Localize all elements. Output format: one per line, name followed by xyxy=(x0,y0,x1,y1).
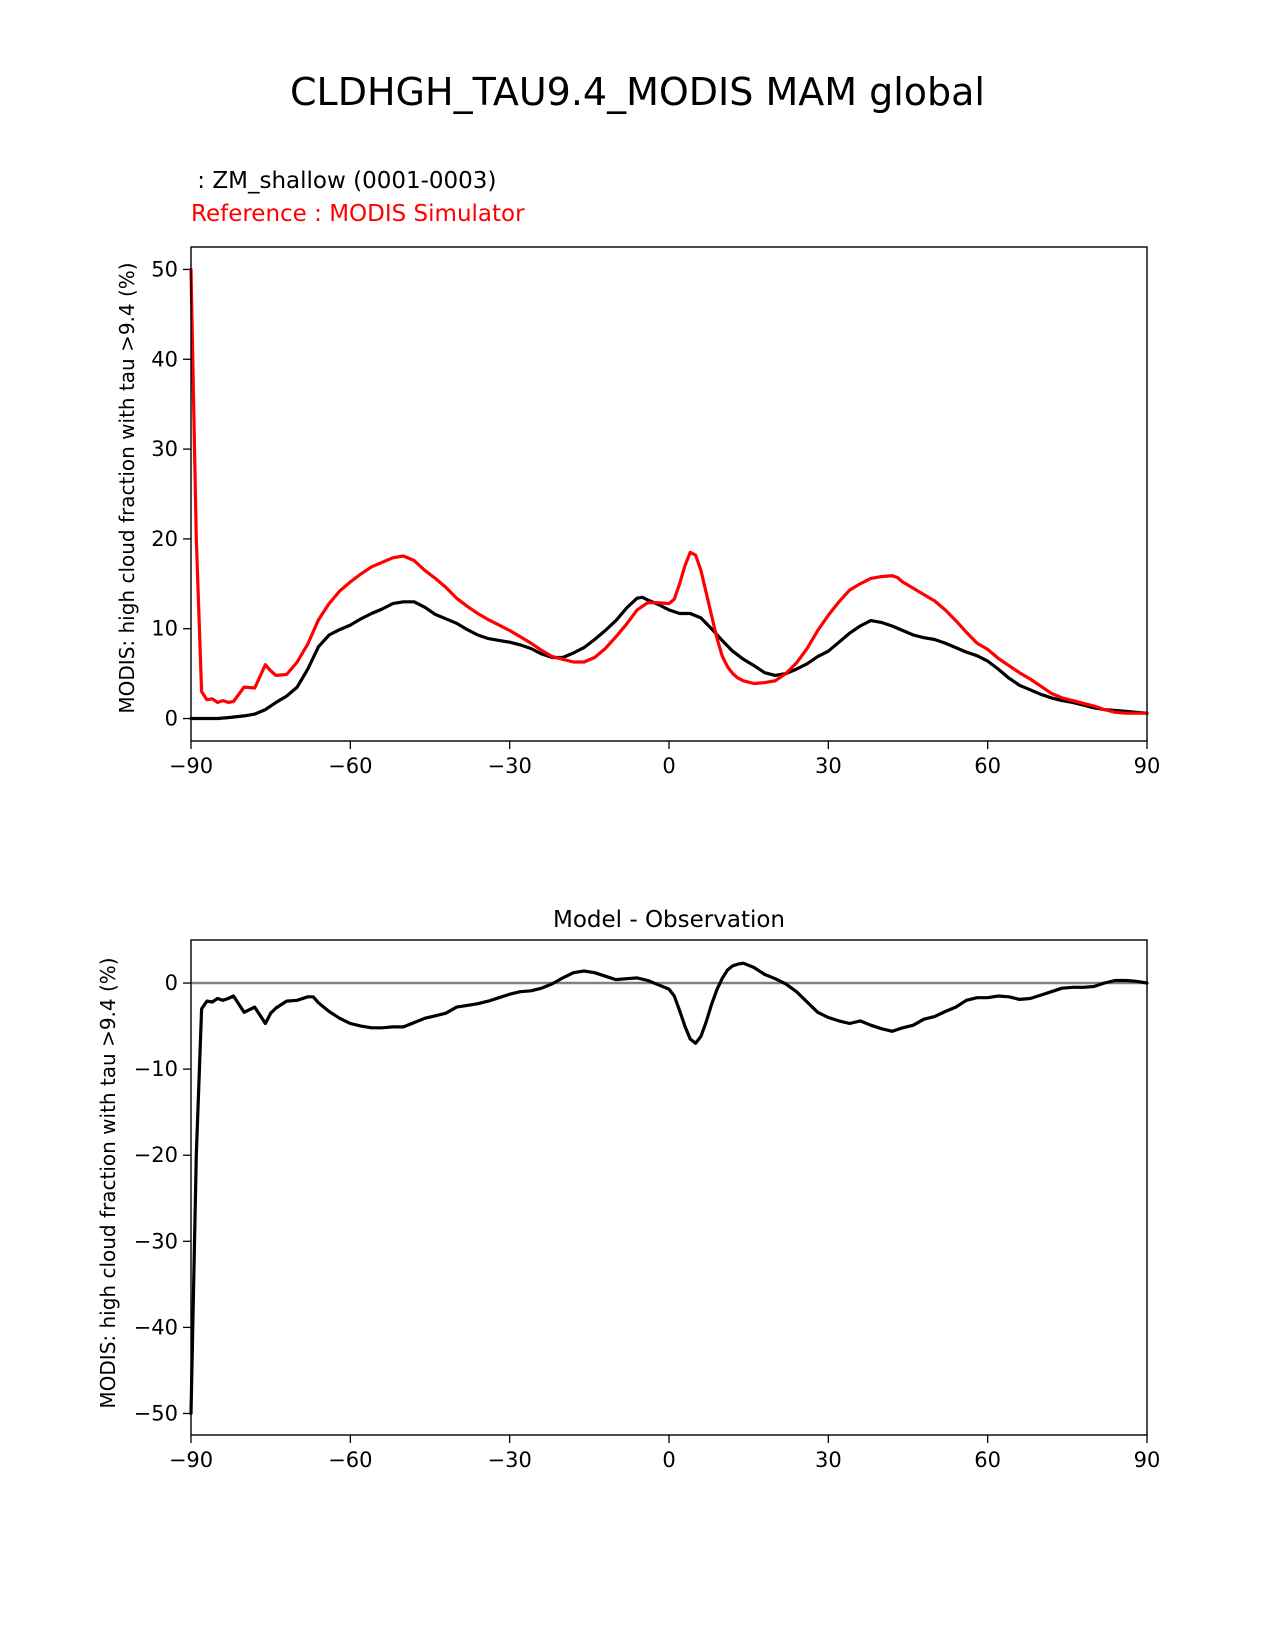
x-tick-label: 90 xyxy=(1134,1448,1161,1472)
x-tick-label: −60 xyxy=(328,1448,372,1472)
x-tick-label: 90 xyxy=(1134,754,1161,778)
figure-title: CLDHGH_TAU9.4_MODIS MAM global xyxy=(290,70,985,114)
x-tick-label: 30 xyxy=(815,754,842,778)
plot-frame xyxy=(190,246,1148,742)
y-tick-label: 30 xyxy=(151,437,178,461)
zonal-mean-chart: : ZM_shallow (0001-0003) Reference : MOD… xyxy=(115,168,1160,778)
y-tick-label: 0 xyxy=(165,707,178,731)
x-tick-label: −90 xyxy=(169,1448,213,1472)
x-tick-label: 60 xyxy=(974,1448,1001,1472)
x-tick-label: 0 xyxy=(662,1448,675,1472)
x-tick-label: 60 xyxy=(974,754,1001,778)
plot-frame xyxy=(190,939,1148,1436)
reference-label: Reference : MODIS Simulator xyxy=(191,201,525,227)
difference-series-line xyxy=(189,961,1149,1416)
x-tick-label: −30 xyxy=(488,754,532,778)
x-tick-label: −30 xyxy=(488,1448,532,1472)
y-tick-label: 20 xyxy=(151,527,178,551)
y-tick-label: −50 xyxy=(134,1401,178,1425)
test-series-line xyxy=(189,595,1149,721)
x-tick-label: −60 xyxy=(328,754,372,778)
y-axis-label: MODIS: high cloud fraction with tau >9.4… xyxy=(96,957,120,1408)
y-tick-label: 0 xyxy=(165,971,178,995)
axis-ticks: −90 −60 −30 0 30 60 90 −50 −40 −30 −20 −10 0 xyxy=(134,971,1161,1472)
difference-chart-title: Model - Observation xyxy=(553,907,785,933)
x-tick-label: 0 xyxy=(662,754,675,778)
y-tick-label: 40 xyxy=(151,347,178,371)
y-tick-label: 10 xyxy=(151,617,178,641)
reference-series-line xyxy=(189,267,1149,715)
axis-ticks: −90 −60 −30 0 30 60 90 0 10 20 30 40 50 xyxy=(151,257,1160,778)
y-axis-label: MODIS: high cloud fraction with tau >9.4… xyxy=(115,262,139,713)
y-tick-label: 50 xyxy=(151,257,178,281)
y-tick-label: −30 xyxy=(134,1229,178,1253)
series-lines xyxy=(189,267,1149,721)
y-tick-label: −20 xyxy=(134,1143,178,1167)
y-tick-label: −10 xyxy=(134,1057,178,1081)
x-tick-label: 30 xyxy=(815,1448,842,1472)
y-tick-label: −40 xyxy=(134,1315,178,1339)
test-case-label: : ZM_shallow (0001-0003) xyxy=(190,168,496,194)
series-lines xyxy=(189,961,1149,1416)
difference-chart: Model - Observation MODIS: high cloud fr… xyxy=(96,907,1160,1472)
x-tick-label: −90 xyxy=(169,754,213,778)
